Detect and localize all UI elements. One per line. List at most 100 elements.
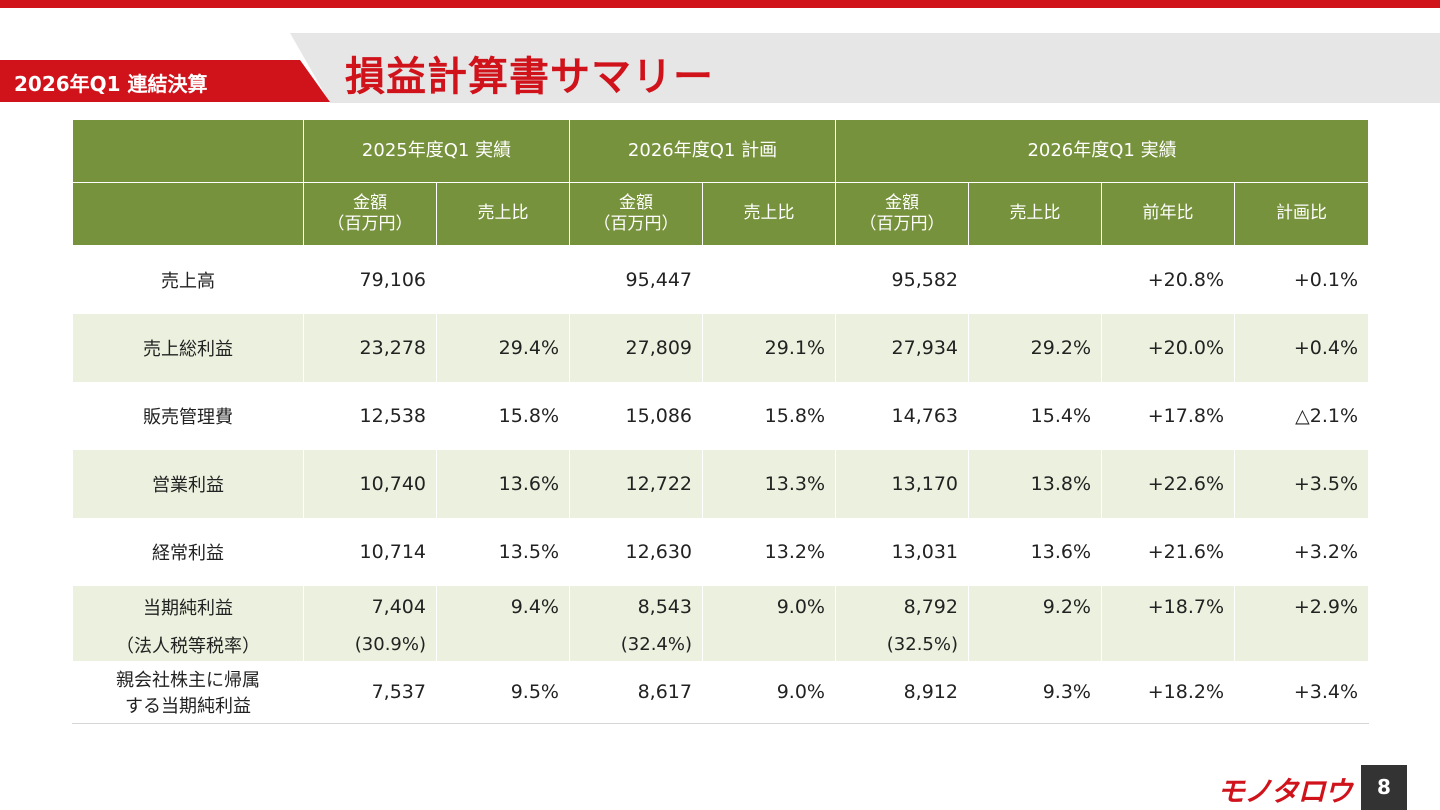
cell-ratio-2025: 9.5% [436, 661, 570, 724]
cell-yoy: +22.6% [1101, 450, 1235, 518]
cell-amount-plan: 12,630 [569, 518, 703, 586]
cell-ratio-plan: 13.3% [702, 450, 836, 518]
subheader-sales-ratio: 売上比 [968, 182, 1102, 246]
cell-amount-plan: 15,086 [569, 382, 703, 450]
cell-ratio-2025: 13.6% [436, 450, 570, 518]
cell-ratio-plan: 9.0% [702, 586, 836, 628]
cell-ratio-plan: 15.8% [702, 382, 836, 450]
table-row-net-sales: 売上高 79,106 95,447 95,582 +20.8% +0.1% [72, 245, 1370, 314]
table-row-net-income-parent: 親会社株主に帰属 する当期純利益 7,537 9.5% 8,617 9.0% 8,… [72, 661, 1370, 724]
table-header-row: 2025年度Q1 実績 2026年度Q1 計画 2026年度Q1 実績 [72, 119, 1370, 183]
table-row-sga: 販売管理費 12,538 15.8% 15,086 15.8% 14,763 1… [72, 382, 1370, 450]
cell-yoy: +21.6% [1101, 518, 1235, 586]
subheader-sales-ratio: 売上比 [436, 182, 570, 246]
cell-vs-plan: +0.4% [1233, 314, 1370, 382]
cell-yoy: +20.8% [1101, 245, 1235, 314]
cell-amount-plan: 95,447 [569, 245, 703, 314]
cell-vs-plan [1233, 628, 1370, 661]
page-number: 8 [1361, 765, 1407, 810]
cell-amount-2026: 8,912 [835, 661, 969, 724]
subheader-amount: 金額 （百万円） [569, 182, 703, 246]
row-label: 経常利益 [72, 518, 304, 586]
cell-vs-plan: +2.9% [1233, 586, 1370, 628]
header-2025-actual: 2025年度Q1 実績 [303, 119, 570, 183]
table-row-net-income: 当期純利益 7,404 9.4% 8,543 9.0% 8,792 9.2% +… [72, 586, 1370, 628]
cell-amount-2026: 13,031 [835, 518, 969, 586]
table-row-tax-rate: （法人税等税率） (30.9%) (32.4%) (32.5%) [72, 628, 1370, 661]
cell-amount-2025: (30.9%) [303, 628, 437, 661]
cell-ratio-2026: 13.8% [968, 450, 1102, 518]
page-title: 損益計算書サマリー [345, 54, 714, 100]
top-accent-bar [0, 0, 1440, 8]
cell-ratio-2026: 9.2% [968, 586, 1102, 628]
cell-amount-2026: 14,763 [835, 382, 969, 450]
header-corner [72, 119, 304, 183]
cell-amount-2026: 8,792 [835, 586, 969, 628]
row-label: 販売管理費 [72, 382, 304, 450]
cell-ratio-2025: 15.8% [436, 382, 570, 450]
cell-vs-plan: +3.2% [1233, 518, 1370, 586]
cell-amount-plan: 12,722 [569, 450, 703, 518]
subheader-vs-plan: 計画比 [1233, 182, 1370, 246]
cell-amount-plan: 27,809 [569, 314, 703, 382]
title-band [290, 33, 1440, 103]
cell-amount-2026: 95,582 [835, 245, 969, 314]
cell-ratio-2026: 15.4% [968, 382, 1102, 450]
subheader-amount: 金額 （百万円） [835, 182, 969, 246]
row-label: 売上総利益 [72, 314, 304, 382]
cell-ratio-2025: 13.5% [436, 518, 570, 586]
subheader-yoy: 前年比 [1101, 182, 1235, 246]
cell-ratio-2026 [968, 628, 1102, 661]
cell-ratio-plan: 29.1% [702, 314, 836, 382]
table-row-operating-income: 営業利益 10,740 13.6% 12,722 13.3% 13,170 13… [72, 450, 1370, 518]
subheader-amount: 金額 （百万円） [303, 182, 437, 246]
company-logo: モノタロウ [1217, 775, 1352, 808]
subheader-sales-ratio: 売上比 [702, 182, 836, 246]
cell-yoy [1101, 628, 1235, 661]
cell-amount-2025: 79,106 [303, 245, 437, 314]
cell-ratio-plan: 9.0% [702, 661, 836, 724]
cell-amount-2025: 7,537 [303, 661, 437, 724]
cell-ratio-2025 [436, 245, 570, 314]
cell-ratio-2025 [436, 628, 570, 661]
header-2026-plan: 2026年度Q1 計画 [569, 119, 836, 183]
cell-amount-2026: (32.5%) [835, 628, 969, 661]
cell-ratio-2025: 9.4% [436, 586, 570, 628]
cell-amount-2025: 12,538 [303, 382, 437, 450]
cell-ratio-2026: 9.3% [968, 661, 1102, 724]
cell-amount-plan: 8,543 [569, 586, 703, 628]
cell-ratio-2026: 13.6% [968, 518, 1102, 586]
row-label: 売上高 [72, 245, 304, 314]
cell-ratio-2026: 29.2% [968, 314, 1102, 382]
cell-amount-2025: 7,404 [303, 586, 437, 628]
cell-vs-plan: +3.4% [1233, 661, 1370, 724]
cell-yoy: +17.8% [1101, 382, 1235, 450]
row-label: （法人税等税率） [72, 628, 304, 661]
cell-amount-2025: 10,714 [303, 518, 437, 586]
cell-amount-2026: 13,170 [835, 450, 969, 518]
table-subheader-row: 金額 （百万円） 売上比 金額 （百万円） 売上比 金額 （百万円） 売上比 前年比 … [72, 182, 1370, 246]
cell-ratio-plan: 13.2% [702, 518, 836, 586]
cell-vs-plan: +0.1% [1233, 245, 1370, 314]
cell-amount-2026: 27,934 [835, 314, 969, 382]
cell-ratio-plan [702, 245, 836, 314]
row-label: 営業利益 [72, 450, 304, 518]
row-label: 当期純利益 [72, 586, 304, 628]
period-label: 2026年Q1 連結決算 [14, 72, 208, 96]
cell-ratio-plan [702, 628, 836, 661]
cell-amount-plan: (32.4%) [569, 628, 703, 661]
cell-amount-plan: 8,617 [569, 661, 703, 724]
cell-ratio-2025: 29.4% [436, 314, 570, 382]
table-row-gross-profit: 売上総利益 23,278 29.4% 27,809 29.1% 27,934 2… [72, 314, 1370, 382]
cell-yoy: +18.2% [1101, 661, 1235, 724]
cell-vs-plan: +3.5% [1233, 450, 1370, 518]
income-statement-table: 2025年度Q1 実績 2026年度Q1 計画 2026年度Q1 実績 金額 （百… [72, 119, 1370, 724]
cell-amount-2025: 23,278 [303, 314, 437, 382]
subheader-corner [72, 182, 304, 246]
cell-ratio-2026 [968, 245, 1102, 314]
period-badge [0, 60, 330, 102]
row-label: 親会社株主に帰属 する当期純利益 [72, 661, 304, 724]
header-2026-actual: 2026年度Q1 実績 [834, 119, 1370, 183]
cell-amount-2025: 10,740 [303, 450, 437, 518]
cell-yoy: +20.0% [1101, 314, 1235, 382]
